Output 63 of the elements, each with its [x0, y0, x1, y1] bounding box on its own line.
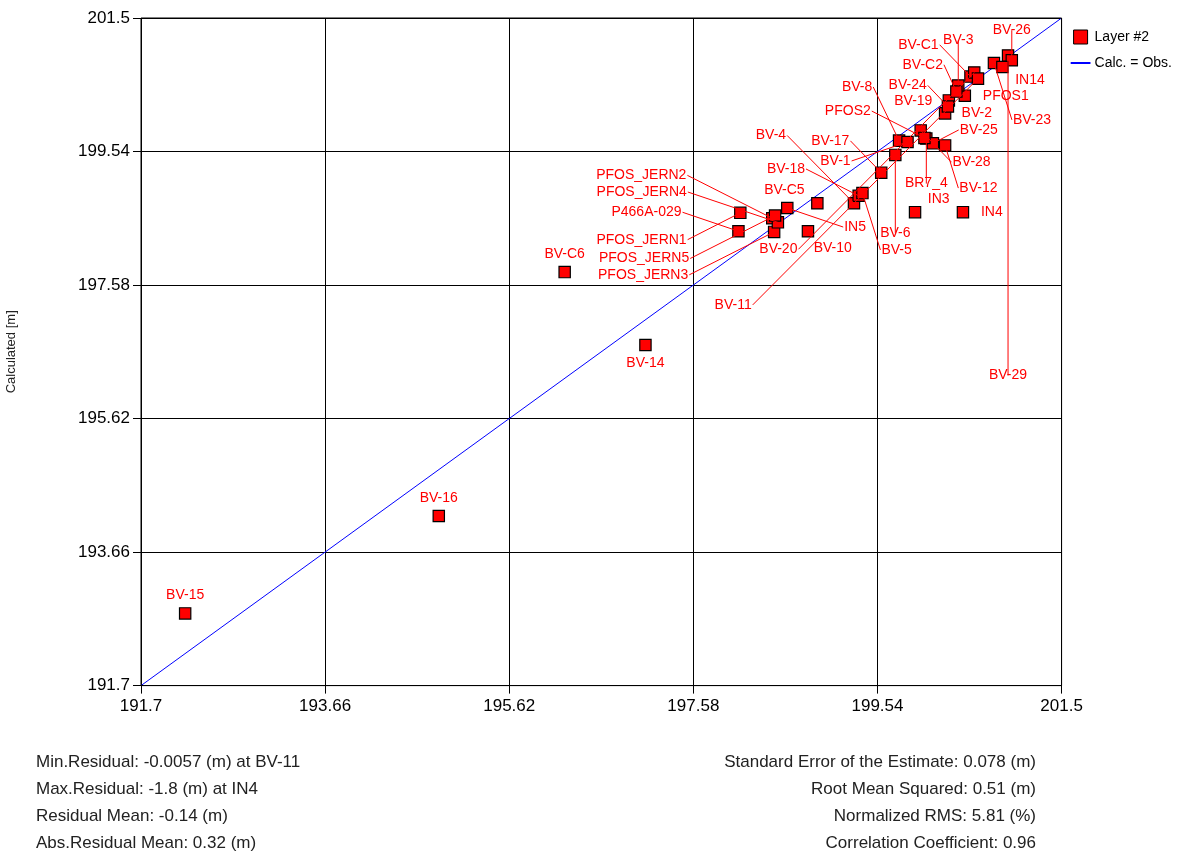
annotation: BV-19	[894, 91, 933, 108]
annotation: IN3	[927, 190, 950, 207]
annotation: PFOS_JERN4	[596, 182, 688, 199]
annotation: BV-29	[988, 366, 1028, 383]
annotation: BV-20	[759, 240, 798, 257]
annotation: BV-25	[959, 120, 999, 137]
x-tick-label: 201.5	[1040, 696, 1083, 716]
annotation: P466A-029	[611, 203, 682, 220]
annotation: BV-C6	[544, 244, 586, 261]
annotation: BV-6	[880, 223, 911, 240]
annotation: BV-12	[959, 178, 998, 195]
y-tick-label: 201.5	[87, 7, 130, 27]
text: Normalized RMS: 5.81 (%)	[832, 805, 1036, 827]
text: Correlation Coefficient: 0.96	[824, 832, 1036, 854]
text: Min.Residual: -0.0057 (m) at BV-11	[36, 751, 301, 773]
annotation: PFOS1	[982, 86, 1029, 103]
annotation: BV-8	[841, 77, 873, 94]
annotation: BR7_4	[904, 174, 948, 191]
annotation: BV-1	[820, 151, 851, 168]
annotation: BV-16	[419, 488, 459, 505]
annotation: BV-2	[961, 104, 993, 121]
legend-label: Layer #2	[1094, 27, 1150, 44]
annotation: IN5	[844, 217, 867, 234]
y-axis-title: Calculated [m]	[3, 310, 19, 394]
annotation: BV-18	[766, 159, 806, 176]
annotation: BV-14	[626, 353, 665, 370]
annotation: BV-26	[992, 21, 1032, 38]
text: Max.Residual: -1.8 (m) at IN4	[36, 778, 259, 800]
annotation: BV-28	[952, 153, 991, 170]
text: Residual Mean: -0.14 (m)	[36, 805, 229, 827]
y-tick-label: 195.62	[78, 408, 130, 428]
annotation: PFOS_JERN3	[598, 265, 689, 282]
annotation: BV-15	[166, 586, 205, 603]
y-tick-label: 199.54	[78, 141, 130, 161]
text: Abs.Residual Mean: 0.32 (m)	[36, 832, 258, 854]
y-tick-label: 193.66	[78, 541, 130, 561]
annotation: BV-5	[881, 240, 912, 257]
x-tick-label: 191.7	[119, 696, 163, 716]
annotation: BV-C2	[902, 55, 944, 72]
annotation: BV-11	[714, 295, 752, 312]
annotation: BV-3	[943, 31, 974, 48]
x-tick-label: 197.58	[667, 696, 720, 716]
text: Root Mean Squared: 0.51 (m)	[810, 778, 1036, 800]
annotation: IN14	[1015, 70, 1045, 87]
y-tick-label: 191.7	[87, 675, 130, 695]
annotation: PFOS_JERN5	[598, 249, 690, 266]
x-tick-label: 195.62	[483, 696, 536, 716]
annotation: BV-23	[1012, 110, 1052, 127]
annotation: IN4	[980, 203, 1003, 220]
legend-label: Calc. = Obs.	[1094, 53, 1172, 70]
x-tick-label: 193.66	[299, 696, 352, 716]
annotation: BV-C1	[898, 35, 939, 52]
annotation: PFOS_JERN2	[596, 166, 687, 183]
x-tick-label: 199.54	[851, 696, 904, 716]
annotation: PFOS2	[824, 101, 871, 118]
annotation: BV-C5	[764, 181, 805, 198]
annotation: BV-10	[813, 239, 852, 256]
y-tick-label: 197.58	[78, 274, 130, 294]
text: Standard Error of the Estimate: 0.078 (m)	[724, 751, 1036, 773]
annotation: PFOS_JERN1	[596, 230, 687, 247]
annotation: BV-4	[755, 126, 787, 143]
annotation: BV-24	[888, 76, 927, 93]
annotation: BV-17	[811, 131, 850, 148]
